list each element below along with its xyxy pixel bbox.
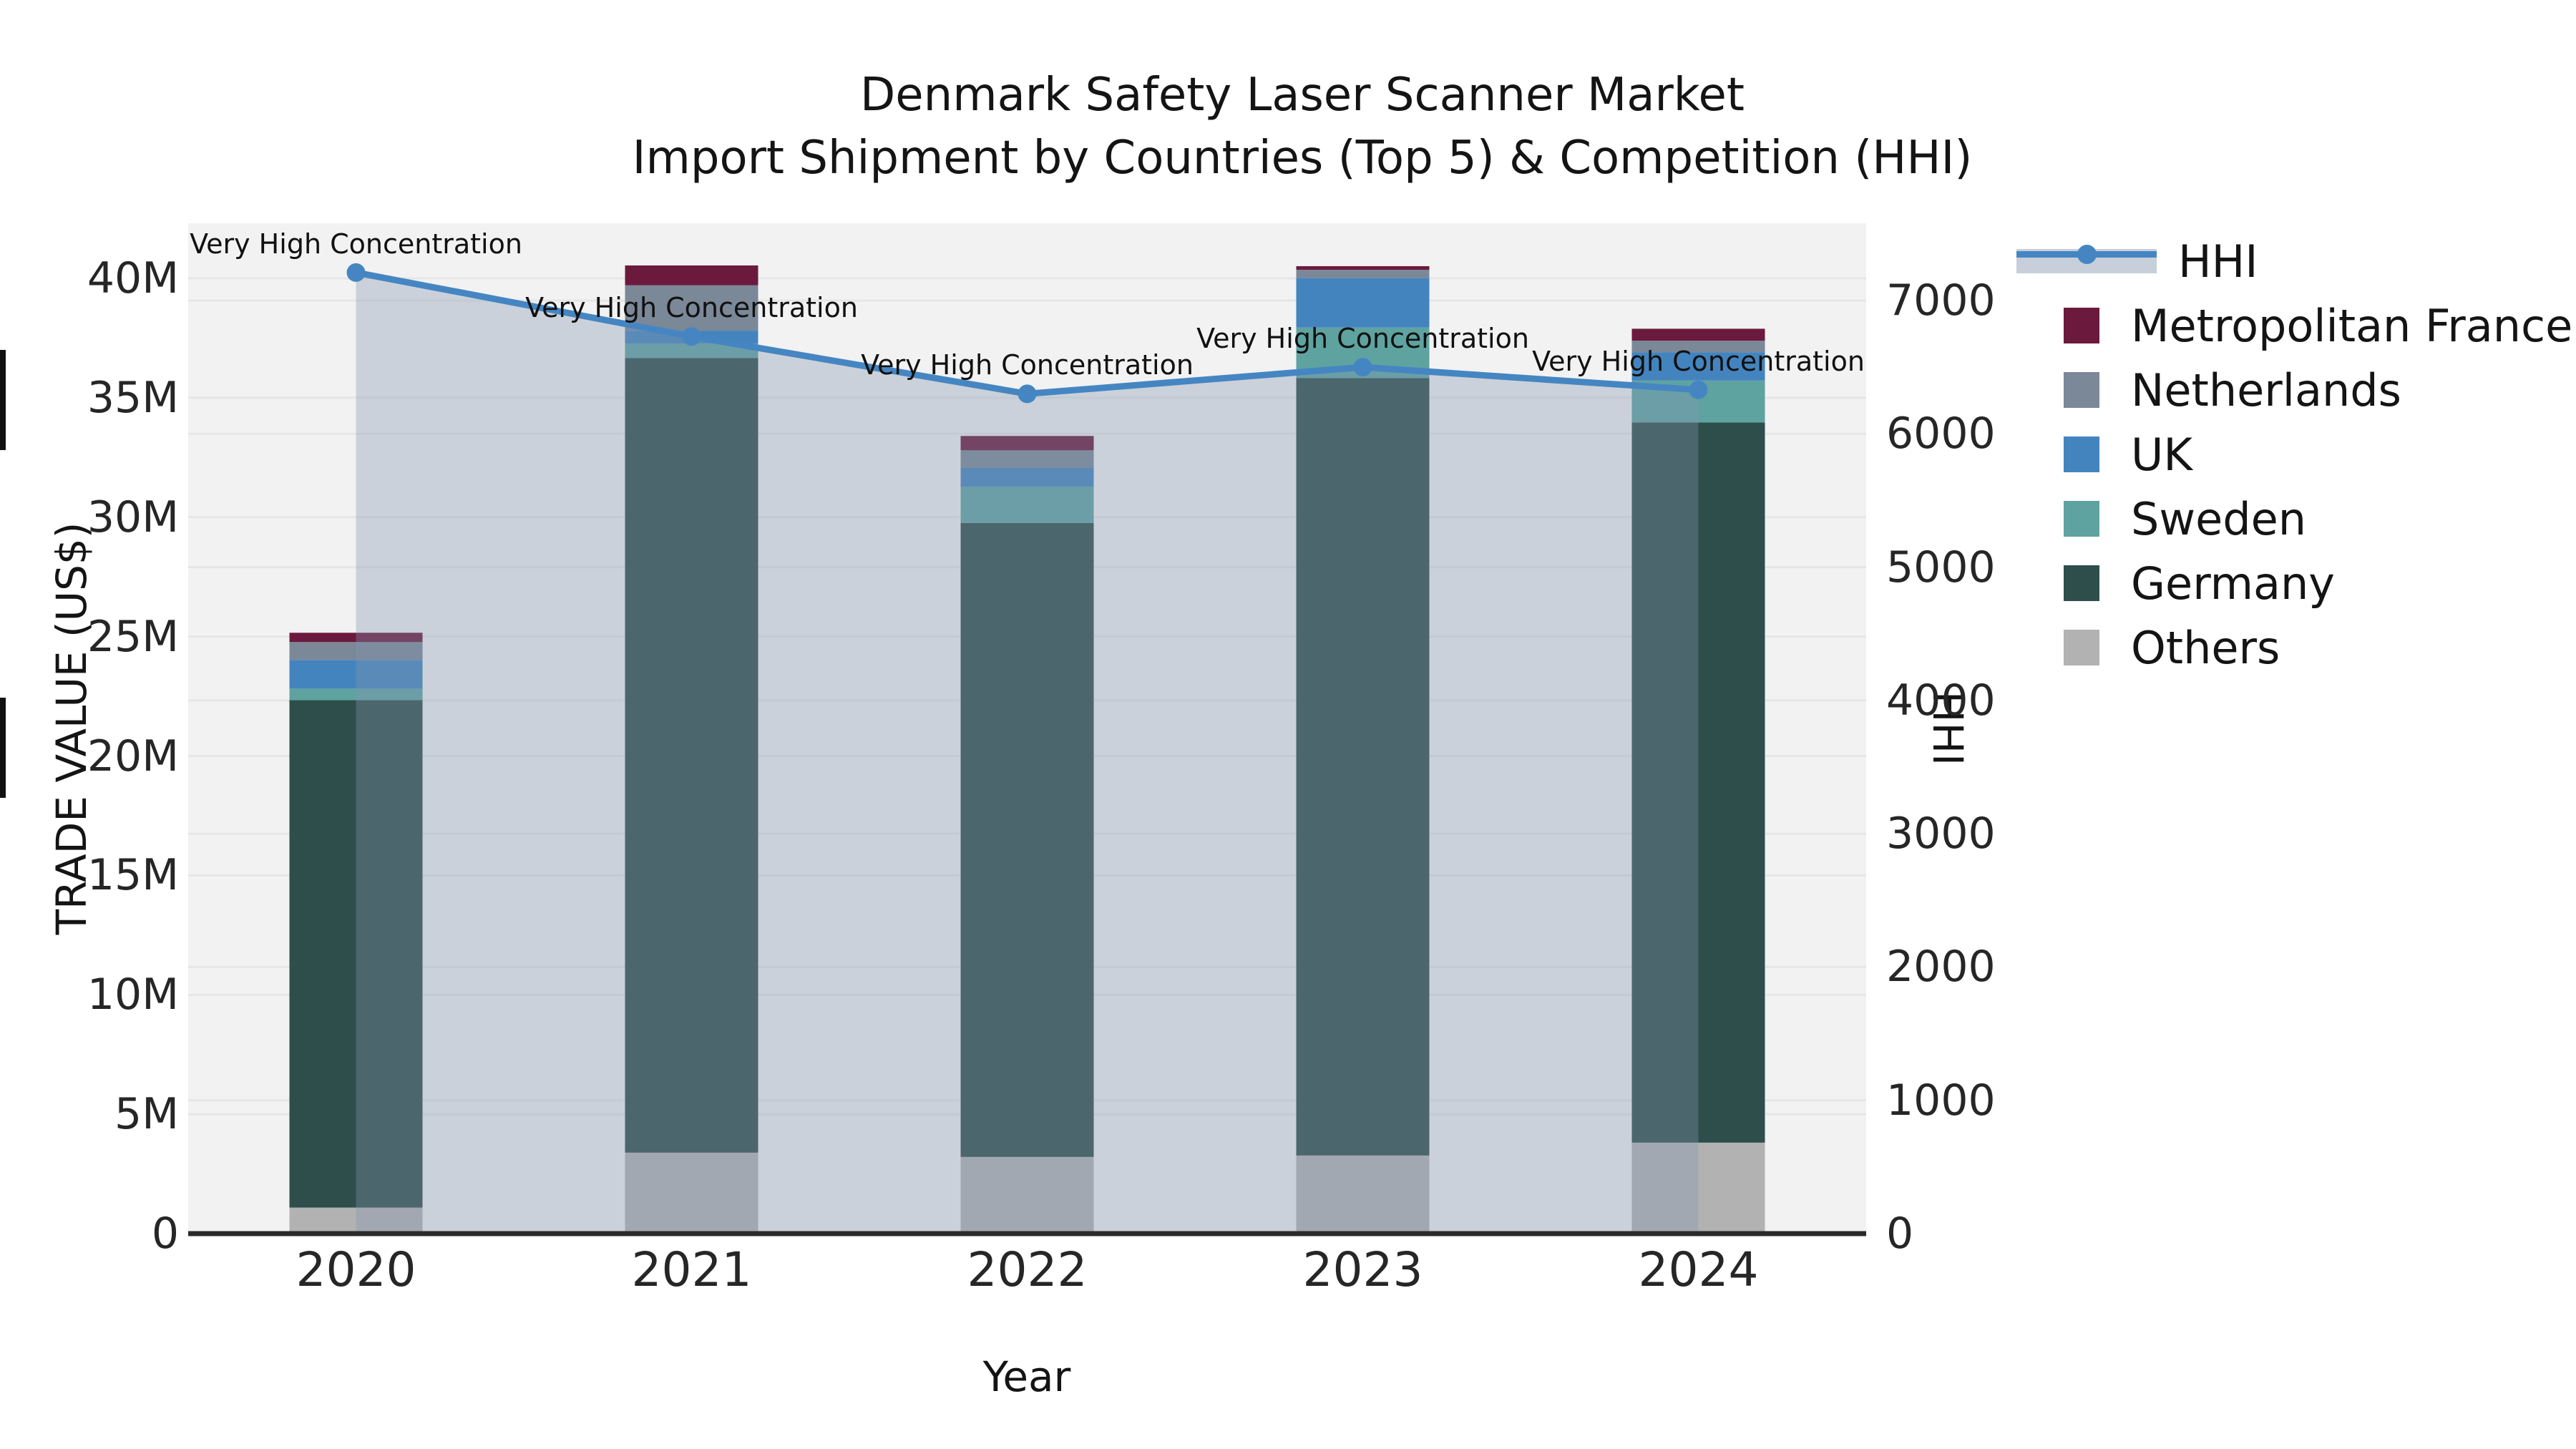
bar-segment-metropolitan-france [625,265,758,286]
right-axis-tick: 1000 [1886,1075,1996,1126]
hhi-annotation: Very High Concentration [525,292,858,324]
right-axis-tick: 7000 [1886,275,1996,326]
left-edge-artifact [0,350,6,450]
bar-segment-netherlands [625,285,758,331]
legend-swatch-icon [2064,308,2099,343]
legend-label: Others [2131,621,2280,674]
bar-segment-metropolitan-france [289,633,423,643]
hhi-marker [682,327,701,346]
legend-swatch-icon [2064,565,2099,601]
x-axis-tick: 2020 [296,1242,416,1297]
x-axis-title: Year [982,1352,1071,1401]
right-axis-tick: 4000 [1886,675,1996,726]
legend-label: Netherlands [2131,364,2401,416]
legend: HHI Metropolitan France Netherlands UK Swede… [2016,229,2572,680]
bar-segment-others [1631,1142,1765,1234]
legend-swatch-icon [2064,436,2099,472]
bar-segment-germany [1631,422,1765,1143]
bar-segment-sweden [289,688,423,701]
bar-segment-uk [1296,278,1430,328]
right-axis-tick: 6000 [1886,409,1996,459]
x-axis-tick: 2022 [967,1242,1088,1297]
legend-item: Others [2064,615,2572,680]
bar-segment-germany [1296,378,1430,1156]
bar-segment-netherlands [1631,341,1765,353]
bar-segment-uk [960,467,1094,487]
left-axis-tick: 10M [87,970,179,1020]
right-axis-tick: 5000 [1886,542,1996,592]
hhi-marker [1689,380,1708,399]
legend-swatch-icon [2064,372,2099,408]
bar-segment-germany [625,358,758,1153]
left-axis-tick: 5M [114,1089,179,1140]
left-axis-tick: 15M [87,850,179,901]
bar-segment-others [289,1207,423,1234]
x-axis-tick: 2024 [1638,1242,1759,1297]
legend-label: UK [2131,428,2193,481]
right-axis-tick: 3000 [1886,809,1996,859]
hhi-line-sample-icon [2016,241,2157,281]
hhi-marker [1353,358,1372,377]
right-axis-tick: 2000 [1886,942,1996,992]
bar-segment-netherlands [960,450,1094,468]
bar-segment-uk [289,660,423,689]
bar-segment-netherlands [1296,269,1430,278]
bar-segment-others [1296,1155,1430,1234]
left-axis-tick: 30M [87,492,179,542]
hhi-annotation: Very High Concentration [1196,323,1529,355]
bar-segment-sweden [960,487,1094,523]
left-axis-tick: 25M [87,611,179,662]
bar-segment-others [960,1156,1094,1234]
left-axis-tick: 0 [151,1209,179,1259]
bar-segment-netherlands [289,642,423,660]
bar-segment-sweden [625,343,758,358]
legend-item: Metropolitan France [2064,293,2572,358]
left-axis-tick: 20M [87,731,179,781]
x-axis-tick: 2021 [631,1242,752,1297]
legend-item: Netherlands [2064,358,2572,422]
legend-item: UK [2064,422,2572,487]
hhi-annotation: Very High Concentration [190,228,522,260]
legend-label: Sweden [2131,492,2307,545]
bar-segment-others [625,1152,758,1234]
hhi-marker [1018,384,1037,404]
legend-swatch-icon [2064,501,2099,537]
right-axis-tick: 0 [1886,1209,1914,1259]
legend-item: Sweden [2064,487,2572,551]
chart-title-line2: Import Shipment by Countries (Top 5) & C… [632,132,1973,185]
legend-swatch-icon [2064,630,2099,665]
legend-item: HHI [2016,229,2572,293]
legend-label: Germany [2131,557,2335,610]
x-axis-tick: 2023 [1302,1242,1423,1297]
bar-segment-germany [960,522,1094,1157]
hhi-marker [346,263,366,282]
hhi-annotation: Very High Concentration [1532,345,1865,377]
bar-segment-metropolitan-france [1296,265,1430,270]
chart-title-line1: Denmark Safety Laser Scanner Market [860,69,1745,122]
hhi-area-fill [356,272,1699,1234]
legend-label: Metropolitan France [2131,299,2573,352]
bar-segment-uk [1631,352,1765,381]
left-edge-artifact [0,698,6,798]
left-axis-tick: 35M [87,372,179,423]
bar-segment-germany [289,700,423,1208]
bar-segment-metropolitan-france [960,436,1094,451]
left-axis-tick: 40M [87,253,179,303]
legend-item: Germany [2064,551,2572,615]
legend-label: HHI [2178,235,2258,288]
hhi-annotation: Very High Concentration [861,349,1194,381]
bar-segment-metropolitan-france [1631,328,1765,341]
